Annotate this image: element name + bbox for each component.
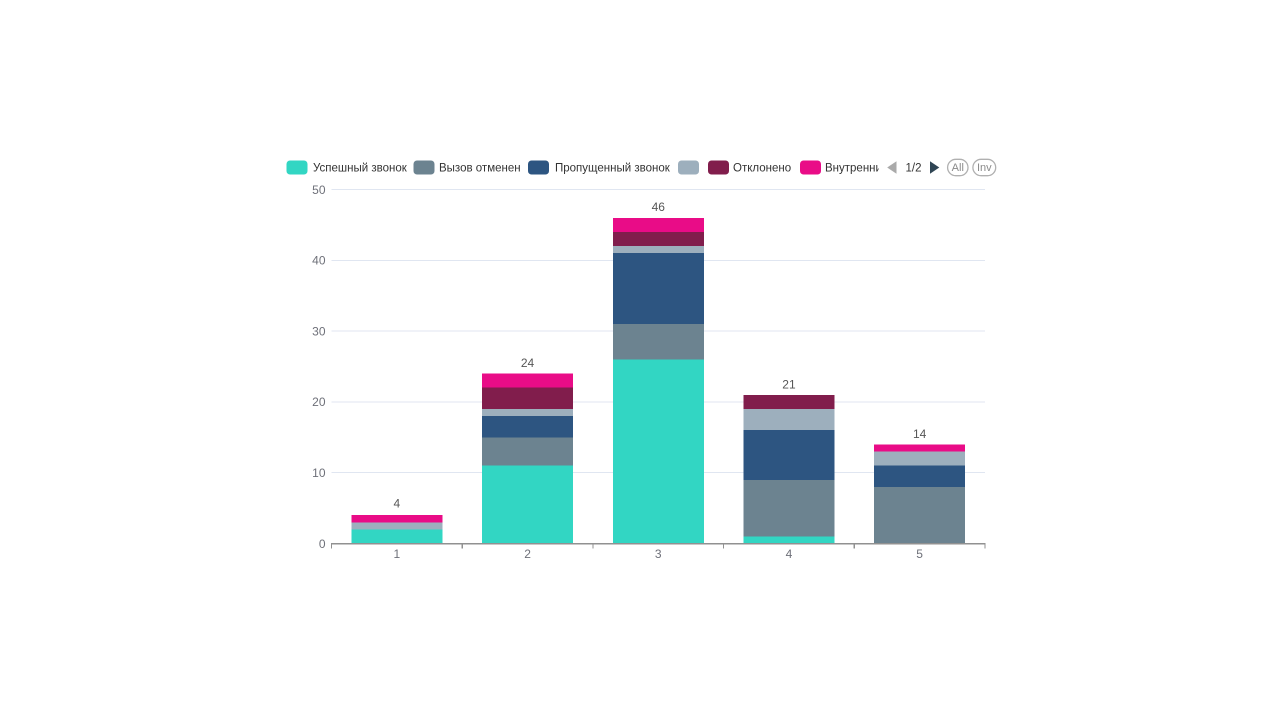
svg-text:Успешный звонок: Успешный звонок	[313, 163, 408, 175]
svg-text:14: 14	[913, 427, 927, 441]
svg-text:21: 21	[782, 377, 796, 391]
svg-text:Внутренние: Внутренние	[825, 163, 888, 175]
svg-text:4: 4	[786, 547, 793, 561]
svg-text:1: 1	[394, 547, 401, 561]
svg-text:4: 4	[394, 497, 401, 511]
svg-text:Inv: Inv	[977, 162, 992, 174]
svg-text:10: 10	[312, 466, 326, 480]
svg-text:24: 24	[521, 356, 535, 370]
svg-text:46: 46	[652, 200, 666, 214]
svg-text:Отклонено: Отклонено	[733, 163, 791, 175]
svg-text:5: 5	[916, 547, 923, 561]
svg-text:0: 0	[319, 537, 326, 551]
svg-text:1/2: 1/2	[906, 163, 922, 175]
svg-text:3: 3	[655, 547, 662, 561]
svg-text:20: 20	[312, 395, 326, 409]
svg-text:30: 30	[312, 324, 326, 338]
svg-text:50: 50	[312, 183, 326, 197]
svg-text:40: 40	[312, 254, 326, 268]
svg-text:All: All	[952, 162, 964, 174]
svg-text:Пропущенный звонок: Пропущенный звонок	[555, 163, 671, 175]
svg-text:2: 2	[524, 547, 531, 561]
svg-text:Вызов отменен: Вызов отменен	[439, 163, 521, 175]
